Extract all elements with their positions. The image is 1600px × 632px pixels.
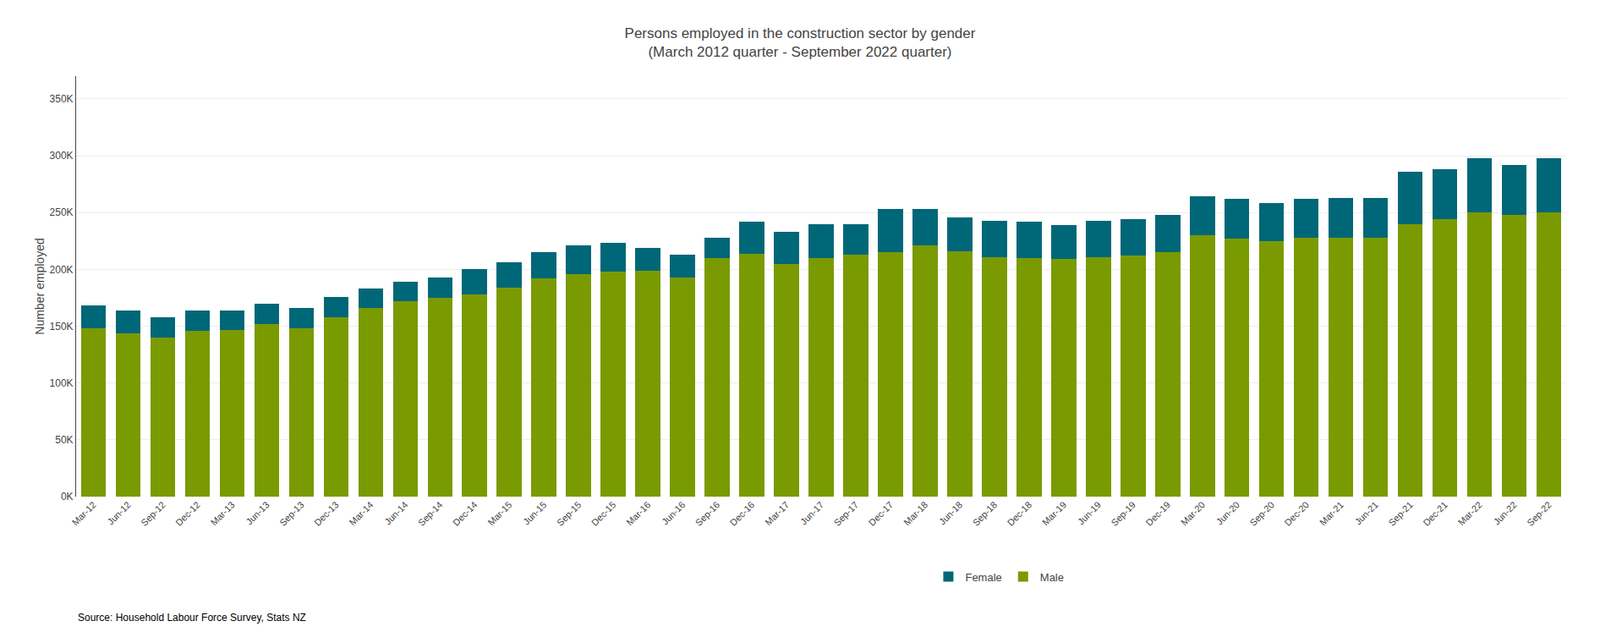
svg-text:Mar-21: Mar-21 bbox=[1317, 498, 1346, 527]
svg-text:Jun-20: Jun-20 bbox=[1214, 498, 1242, 527]
svg-text:Jun-14: Jun-14 bbox=[382, 498, 410, 527]
svg-text:Mar-19: Mar-19 bbox=[1040, 498, 1069, 527]
svg-text:150K: 150K bbox=[49, 320, 74, 333]
svg-text:Jun-21: Jun-21 bbox=[1353, 498, 1381, 527]
svg-text:Sep-21: Sep-21 bbox=[1386, 498, 1415, 528]
svg-text:Mar-18: Mar-18 bbox=[901, 498, 930, 527]
svg-text:Sep-14: Sep-14 bbox=[416, 498, 445, 528]
svg-text:Male: Male bbox=[1040, 570, 1064, 584]
svg-text:Sep-22: Sep-22 bbox=[1524, 498, 1554, 528]
svg-text:200K: 200K bbox=[49, 263, 74, 276]
svg-text:Sep-17: Sep-17 bbox=[832, 498, 861, 528]
svg-text:Jun-12: Jun-12 bbox=[105, 498, 133, 527]
svg-text:Mar-12: Mar-12 bbox=[70, 498, 99, 527]
svg-text:Female: Female bbox=[964, 570, 1002, 584]
svg-text:100K: 100K bbox=[49, 377, 74, 390]
svg-text:0K: 0K bbox=[60, 490, 74, 503]
svg-text:Dec-14: Dec-14 bbox=[450, 498, 480, 528]
svg-text:Jun-22: Jun-22 bbox=[1491, 498, 1519, 527]
svg-text:Sep-13: Sep-13 bbox=[277, 498, 307, 528]
svg-text:Sep-18: Sep-18 bbox=[970, 498, 1000, 528]
svg-text:Mar-20: Mar-20 bbox=[1178, 498, 1207, 527]
svg-text:Number employed: Number employed bbox=[32, 237, 47, 335]
svg-text:Dec-13: Dec-13 bbox=[312, 498, 341, 528]
svg-text:Source: Household Labour Force: Source: Household Labour Force Survey, S… bbox=[77, 611, 307, 624]
svg-text:Persons employed in the constr: Persons employed in the construction sec… bbox=[624, 25, 976, 61]
svg-text:350K: 350K bbox=[49, 93, 74, 105]
svg-text:Mar-16: Mar-16 bbox=[624, 498, 653, 527]
svg-text:Jun-18: Jun-18 bbox=[936, 498, 965, 527]
svg-text:Dec-20: Dec-20 bbox=[1282, 498, 1311, 528]
svg-text:Sep-15: Sep-15 bbox=[554, 498, 584, 528]
svg-text:250K: 250K bbox=[49, 206, 74, 219]
svg-text:Jun-13: Jun-13 bbox=[243, 498, 271, 527]
svg-text:Sep-20: Sep-20 bbox=[1247, 498, 1277, 528]
svg-text:Dec-17: Dec-17 bbox=[866, 498, 896, 528]
svg-text:Mar-15: Mar-15 bbox=[485, 498, 514, 527]
svg-text:50K: 50K bbox=[54, 433, 73, 446]
svg-text:Mar-22: Mar-22 bbox=[1456, 498, 1485, 527]
svg-text:Dec-19: Dec-19 bbox=[1144, 498, 1173, 528]
svg-text:Mar-17: Mar-17 bbox=[762, 498, 791, 527]
svg-text:Jun-19: Jun-19 bbox=[1075, 498, 1103, 527]
svg-text:300K: 300K bbox=[49, 149, 74, 162]
svg-text:Dec-12: Dec-12 bbox=[173, 498, 203, 528]
svg-text:Mar-13: Mar-13 bbox=[208, 498, 237, 527]
svg-text:Jun-17: Jun-17 bbox=[798, 498, 826, 527]
svg-text:Jun-16: Jun-16 bbox=[659, 498, 687, 527]
svg-text:Dec-16: Dec-16 bbox=[728, 498, 757, 528]
svg-text:Jun-15: Jun-15 bbox=[520, 498, 548, 527]
svg-text:Sep-12: Sep-12 bbox=[138, 498, 168, 528]
svg-text:Mar-14: Mar-14 bbox=[346, 498, 375, 527]
svg-text:Sep-19: Sep-19 bbox=[1109, 498, 1139, 528]
svg-text:Dec-15: Dec-15 bbox=[589, 498, 619, 528]
svg-text:Dec-18: Dec-18 bbox=[1005, 498, 1035, 528]
svg-text:Sep-16: Sep-16 bbox=[693, 498, 723, 528]
svg-text:Dec-21: Dec-21 bbox=[1420, 498, 1450, 528]
